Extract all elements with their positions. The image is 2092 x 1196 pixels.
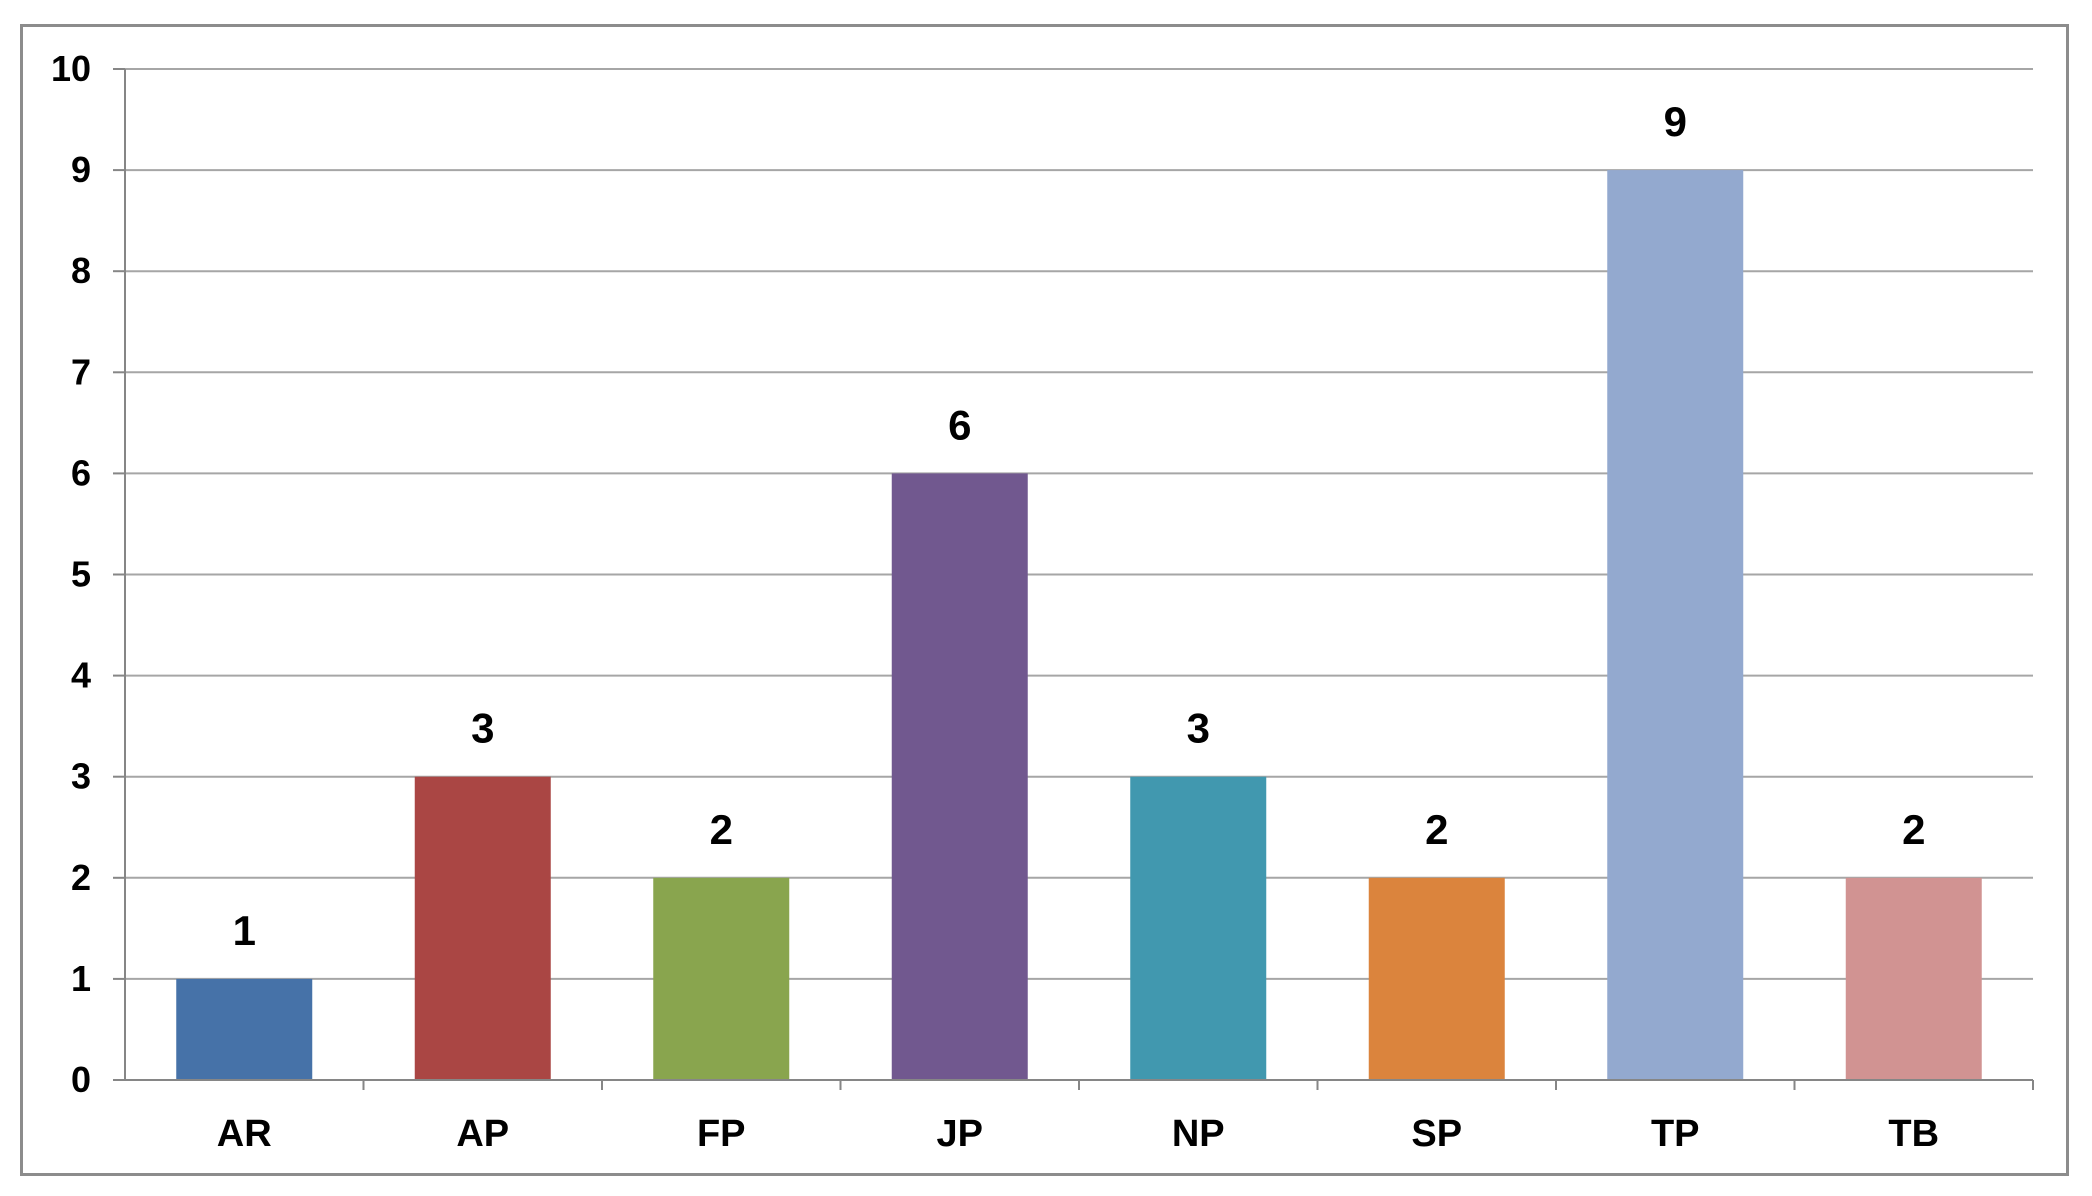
y-tick-label: 7	[71, 351, 91, 392]
bar-chart: 0 1 2 3 4 5 6 7 8 9 10 1 AR 3 AP 2 FP 6 JP 3 NP 2 SP 9 TP 2 TB	[51, 48, 2034, 1155]
x-tick-label: SP	[1411, 1113, 1462, 1155]
x-tick-label: TP	[1651, 1113, 1700, 1155]
data-label: 3	[471, 705, 494, 752]
bar-ap	[414, 776, 551, 1080]
bar-tp	[1607, 170, 1744, 1081]
y-tick-label: 9	[71, 149, 91, 190]
y-tick-label: 1	[71, 958, 91, 999]
x-tick-label: AP	[456, 1113, 509, 1155]
x-tick-label: JP	[937, 1113, 983, 1155]
x-tick-label: TB	[1888, 1113, 1939, 1155]
chart-frame: 0 1 2 3 4 5 6 7 8 9 10 1 AR 3 AP 2 FP 6 JP 3 NP 2 SP 9 TP 2 TB	[20, 24, 2069, 1176]
bar-tb	[1845, 877, 1982, 1080]
data-label: 3	[1187, 705, 1210, 752]
x-tick-label: AR	[217, 1113, 272, 1155]
y-tick-label: 3	[71, 756, 91, 797]
bar-np	[1130, 776, 1267, 1080]
gridlines	[125, 68, 2033, 980]
axes	[113, 68, 2034, 1090]
bar-jp	[891, 473, 1028, 1080]
bar-sp	[1368, 877, 1505, 1080]
data-label: 9	[1664, 98, 1687, 145]
data-label: 2	[710, 806, 733, 853]
bar-ar	[176, 978, 313, 1080]
x-tick-label: FP	[697, 1113, 746, 1155]
y-tick-label: 10	[51, 48, 91, 89]
data-label: 6	[948, 401, 971, 448]
bar-fp	[653, 877, 790, 1080]
y-tick-label: 2	[71, 857, 91, 898]
y-tick-label: 4	[71, 655, 91, 696]
bars	[176, 170, 1982, 1081]
data-label: 2	[1425, 806, 1448, 853]
y-tick-label: 8	[71, 250, 91, 291]
data-label: 1	[233, 907, 256, 954]
y-tick-label: 5	[71, 554, 91, 595]
data-label: 2	[1902, 806, 1925, 853]
y-tick-label: 0	[71, 1059, 91, 1100]
x-tick-label: NP	[1172, 1113, 1225, 1155]
labels: 0 1 2 3 4 5 6 7 8 9 10 1 AR 3 AP 2 FP 6 JP 3 NP 2 SP 9 TP 2 TB	[51, 48, 1939, 1155]
y-tick-label: 6	[71, 452, 91, 493]
